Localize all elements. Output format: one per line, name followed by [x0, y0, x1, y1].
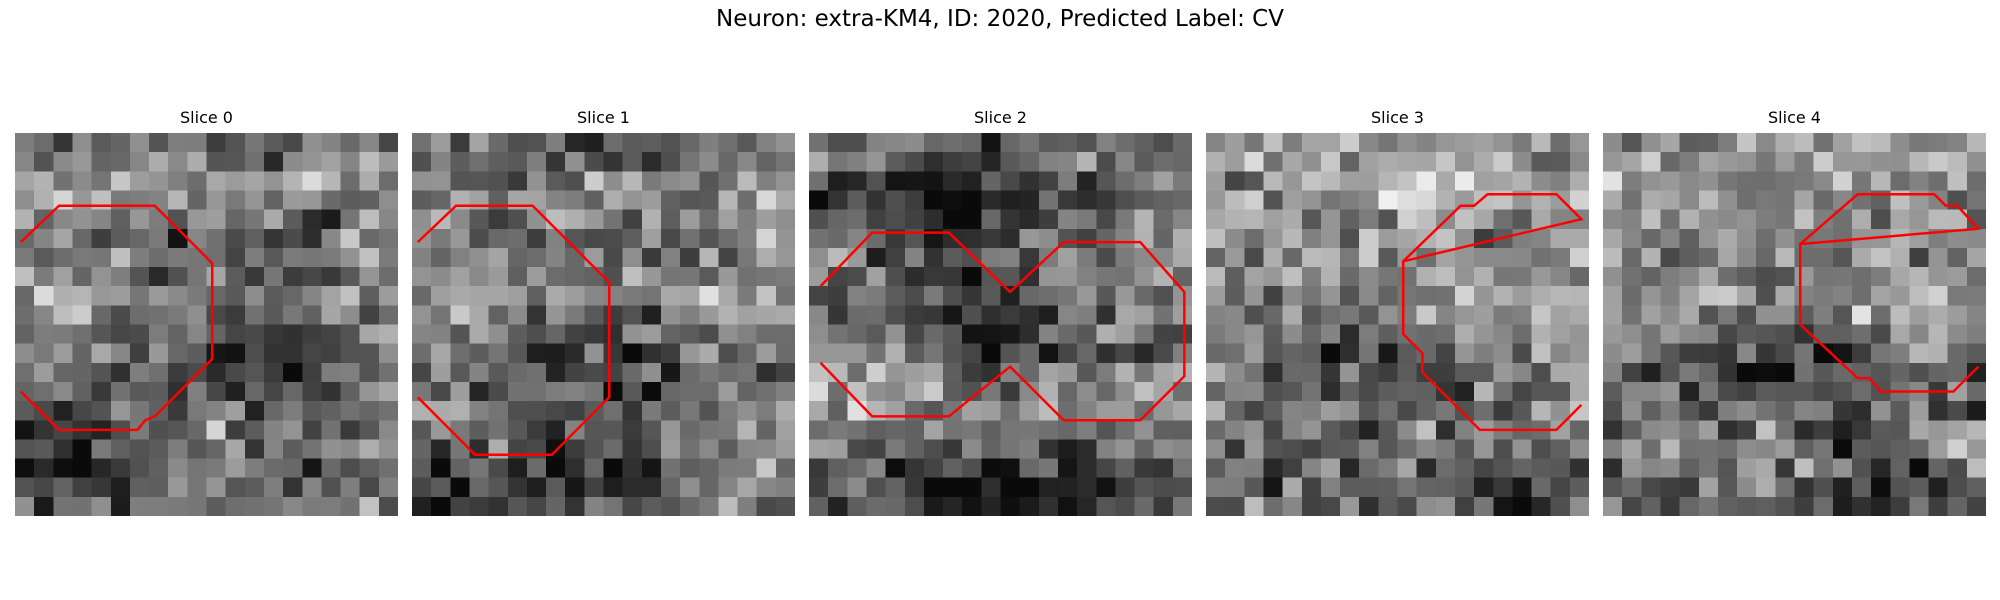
- pixel-grid: [809, 133, 1192, 516]
- figure-title: Neuron: extra-KM4, ID: 2020, Predicted L…: [716, 6, 1284, 32]
- slice-image: [1603, 133, 1986, 516]
- slice-image: [412, 133, 795, 516]
- slice-panel-2: Slice 2: [809, 108, 1192, 516]
- segmentation-contour: [819, 231, 1186, 422]
- slice-panel-0: Slice 0: [15, 108, 398, 516]
- slice-panel-1: Slice 1: [412, 108, 795, 516]
- pixel-grid: [412, 133, 795, 516]
- slice-panel-4: Slice 4: [1603, 108, 1986, 516]
- slice-image: [15, 133, 398, 516]
- segmentation-contour: [1799, 193, 1981, 393]
- slice-title: Slice 1: [577, 108, 630, 127]
- segmentation-contour: [1402, 193, 1584, 432]
- pixel-grid: [1603, 133, 1986, 516]
- pixel-grid: [15, 133, 398, 516]
- slice-panel-3: Slice 3: [1206, 108, 1589, 516]
- segmentation-contour: [19, 204, 214, 432]
- slice-title: Slice 3: [1371, 108, 1424, 127]
- slice-image: [809, 133, 1192, 516]
- slice-title: Slice 2: [974, 108, 1027, 127]
- slice-title: Slice 0: [180, 108, 233, 127]
- slice-title: Slice 4: [1768, 108, 1821, 127]
- slice-image: [1206, 133, 1589, 516]
- segmentation-contour: [416, 204, 611, 456]
- pixel-grid: [1206, 133, 1589, 516]
